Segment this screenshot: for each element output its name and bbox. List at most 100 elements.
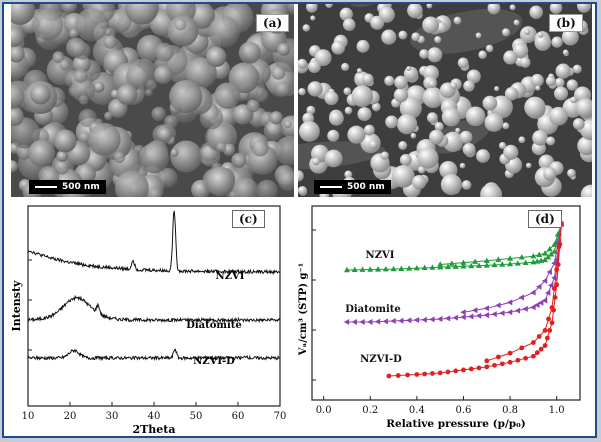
data-marker	[536, 283, 542, 290]
x-axis-label: 2Theta	[132, 423, 175, 436]
data-marker	[471, 307, 478, 314]
data-marker	[491, 311, 497, 318]
sem-image-nzvi-d: (b) 500 nm	[298, 4, 592, 197]
data-marker	[549, 305, 555, 310]
data-marker	[483, 257, 490, 263]
data-marker	[514, 307, 521, 314]
series-line-diatomite	[27, 294, 281, 324]
bet-chart-panel: 0.0 0.2 0.4 0.6 0.8 1.0 Relative pressure (p/p…	[298, 200, 594, 436]
data-marker	[538, 346, 544, 352]
data-marker	[444, 315, 451, 322]
data-marker	[475, 312, 482, 319]
data-marker	[546, 269, 552, 276]
data-marker	[476, 262, 483, 268]
data-marker	[429, 316, 435, 323]
data-marker	[548, 282, 554, 289]
data-marker	[547, 328, 553, 333]
data-marker	[382, 266, 389, 272]
x-tick-label: 1.0	[549, 405, 565, 416]
data-marker	[530, 353, 536, 359]
data-marker	[542, 343, 548, 348]
sem-texture	[298, 4, 592, 197]
data-marker	[484, 364, 490, 370]
data-marker	[448, 260, 455, 266]
xrd-chart: 10 20 30 40 50 60 70 2Theta Intensty NZVI Diatomit…	[10, 205, 286, 436]
x-tick-label: 30	[106, 411, 119, 422]
data-marker	[530, 253, 537, 259]
x-axis-label: Relative pressure (p/p₀)	[386, 418, 525, 430]
data-marker	[436, 316, 443, 323]
series-label: Diatomite	[345, 304, 401, 315]
data-marker	[359, 319, 365, 325]
data-marker	[437, 370, 443, 376]
data-marker	[551, 286, 557, 291]
data-marker	[544, 289, 551, 296]
data-marker	[499, 261, 506, 267]
data-marker	[530, 304, 536, 311]
y-axis-label: Vₐ/cm³ (STP) g⁻¹	[298, 263, 309, 356]
data-marker	[472, 258, 479, 264]
data-marker	[476, 365, 482, 371]
data-marker	[374, 318, 381, 325]
scale-bar-a: 500 nm	[29, 180, 106, 194]
x-tick-label: 0.4	[409, 405, 425, 416]
data-marker	[351, 319, 357, 325]
x-tick-label: 10	[22, 411, 35, 422]
data-marker	[530, 340, 536, 345]
x-tick-label: 0.8	[502, 405, 518, 416]
data-marker	[468, 262, 475, 269]
data-marker	[483, 305, 489, 312]
data-marker	[515, 357, 521, 363]
y-axis-label: Intensty	[10, 280, 23, 331]
data-marker	[437, 261, 444, 267]
series-line-nzvi	[27, 210, 281, 276]
data-marker	[551, 260, 557, 267]
data-marker	[507, 359, 513, 365]
data-marker	[534, 302, 540, 309]
data-marker	[483, 262, 490, 268]
data-marker	[544, 335, 550, 341]
data-marker	[536, 251, 543, 258]
data-marker	[499, 310, 505, 317]
panel-label-a: (a)	[256, 14, 290, 32]
data-marker	[542, 256, 549, 263]
data-marker	[375, 266, 382, 272]
data-marker	[556, 244, 562, 250]
data-marker	[514, 260, 521, 266]
data-marker	[460, 314, 466, 321]
data-marker	[367, 266, 374, 272]
data-marker	[445, 369, 451, 375]
x-tick-label: 50	[190, 411, 203, 422]
scale-bar-b: 500 nm	[314, 180, 391, 194]
x-tick-label: 0.6	[456, 405, 472, 416]
data-marker	[507, 255, 514, 261]
data-marker	[548, 251, 555, 257]
series-label: NZVI	[366, 250, 395, 261]
x-tick-label: 60	[232, 411, 245, 422]
data-marker	[523, 355, 529, 361]
data-marker	[519, 345, 525, 351]
x-tick-label: 0.0	[316, 405, 332, 416]
data-marker	[518, 254, 525, 260]
data-marker	[518, 294, 524, 301]
data-marker	[452, 314, 458, 321]
data-marker	[545, 253, 552, 260]
series-label: NZVI-D	[360, 354, 402, 365]
data-marker	[382, 318, 388, 325]
data-marker	[413, 264, 420, 271]
series-label: NZVI	[216, 271, 245, 282]
data-marker	[395, 373, 401, 378]
data-marker	[492, 362, 497, 368]
data-marker	[546, 316, 551, 322]
data-marker	[506, 309, 513, 316]
series-line-nzvi-d	[27, 348, 281, 362]
data-marker	[507, 350, 513, 356]
data-marker	[390, 318, 396, 325]
data-marker	[546, 245, 553, 252]
data-marker	[386, 373, 392, 379]
data-marker	[390, 265, 397, 272]
data-marker	[483, 312, 489, 319]
x-tick-label: 40	[148, 411, 161, 422]
data-marker	[549, 320, 555, 326]
data-marker	[496, 354, 501, 360]
